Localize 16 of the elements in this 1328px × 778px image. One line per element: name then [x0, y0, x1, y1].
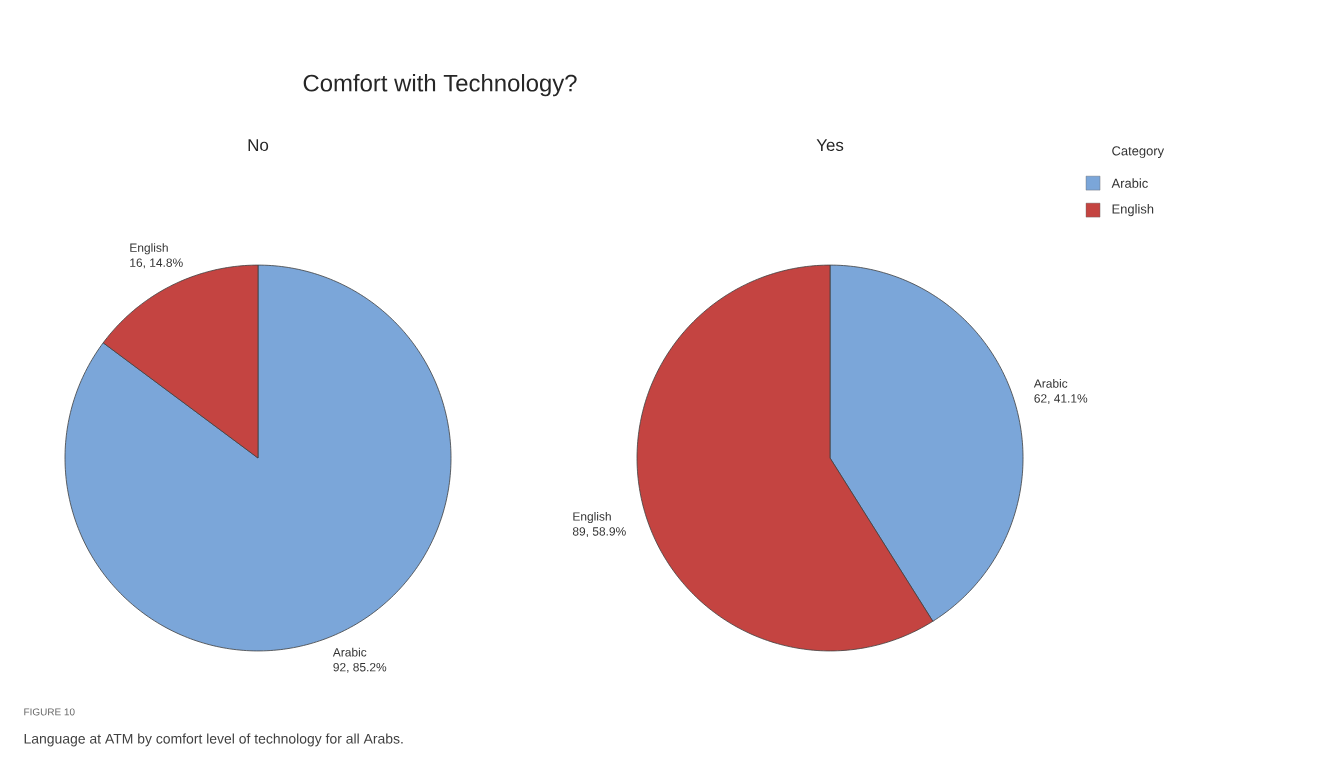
chart-subtitle: No	[248, 139, 269, 152]
caption: FIGURE 10	[24, 708, 75, 716]
legend-title: Category	[1112, 146, 1165, 158]
legend-label: English	[1112, 204, 1154, 217]
data-label: 89, 58.9%	[572, 527, 626, 538]
data-label: 16, 14.8%	[130, 258, 183, 269]
legend-label: Arabic	[1111, 178, 1148, 188]
data-label: 92, 85.2%	[333, 662, 387, 673]
slice-label: Arabic	[1033, 378, 1068, 388]
data-label: 62, 41.1%	[1034, 394, 1088, 405]
slice-label: English	[573, 511, 611, 524]
slice-label: Arabic	[332, 647, 367, 657]
chart-title: Comfort with Technology?	[303, 74, 577, 97]
chart-subtitle: Yes	[816, 139, 844, 152]
slice-label: English	[130, 243, 168, 255]
text: Language at ATM by comfort level of technology for all Arabs.	[24, 733, 403, 747]
